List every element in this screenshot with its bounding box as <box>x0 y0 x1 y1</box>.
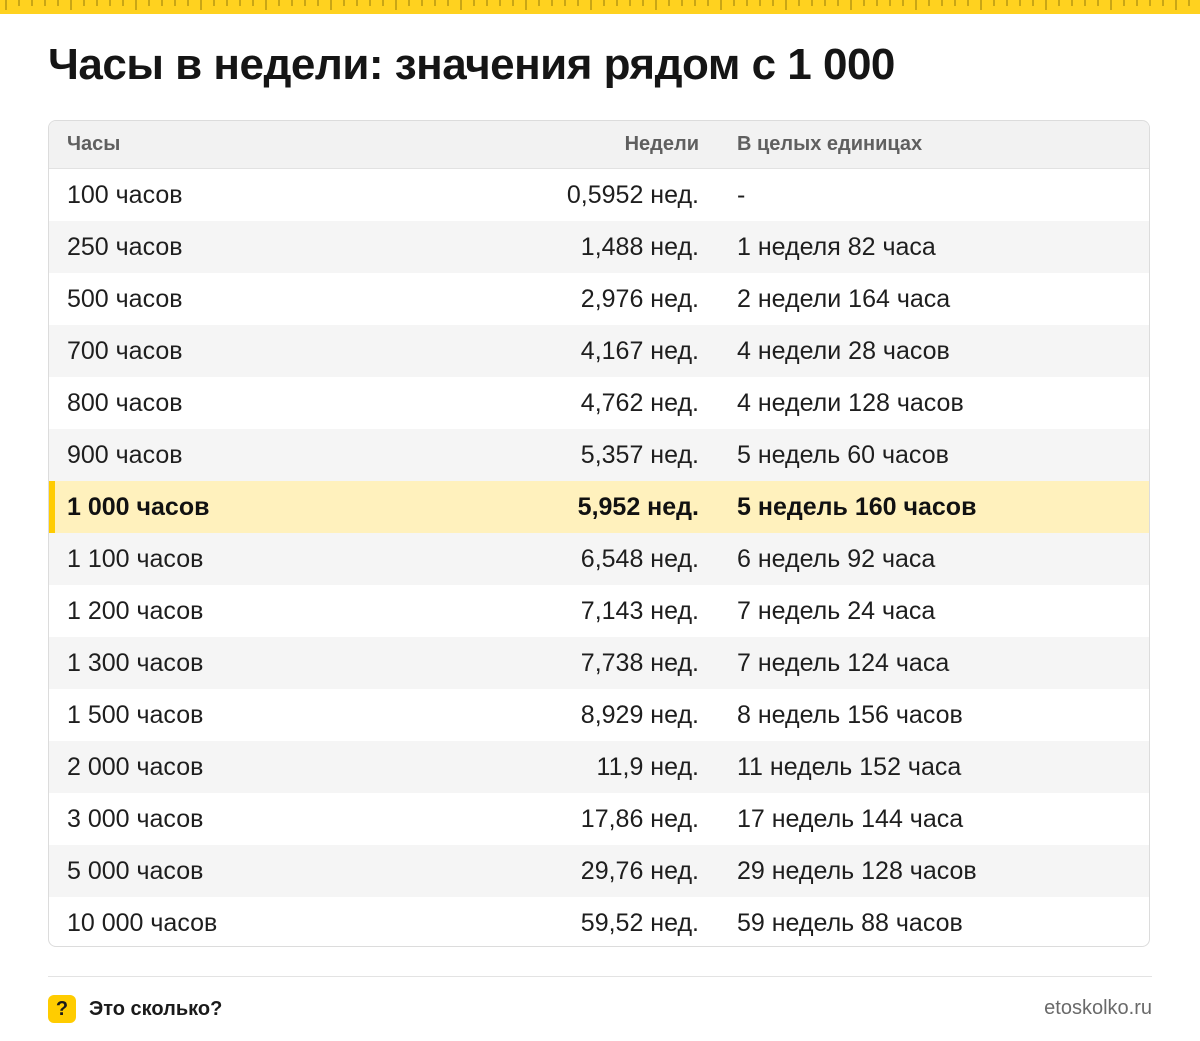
cell-hours: 3 000 часов <box>67 804 204 833</box>
cell-whole-units: 59 недель 88 часов <box>737 908 963 937</box>
cell-whole-units: 17 недель 144 часа <box>737 804 964 833</box>
question-icon: ? <box>48 995 76 1023</box>
cell-weeks: 1,488 нед. <box>580 232 699 261</box>
site-link[interactable]: etoskolko.ru <box>1044 997 1152 1019</box>
ruler-decoration <box>0 0 1200 14</box>
cell-weeks: 5,357 нед. <box>580 440 699 469</box>
cell-weeks: 29,76 нед. <box>580 856 699 885</box>
header-hours: Часы <box>67 133 121 155</box>
cell-whole-units: 2 недели 164 часа <box>737 284 951 313</box>
cell-weeks: 6,548 нед. <box>580 544 699 573</box>
cell-whole-units: 29 недель 128 часов <box>737 856 977 885</box>
page-title: Часы в недели: значения рядом с 1 000 <box>48 40 895 89</box>
footer-divider <box>48 976 1152 977</box>
cell-weeks: 2,976 нед. <box>580 284 699 313</box>
ruler-ticks <box>5 0 1190 10</box>
cell-hours: 1 300 часов <box>67 648 204 677</box>
cell-whole-units: - <box>737 180 746 209</box>
cell-weeks: 59,52 нед. <box>580 908 699 937</box>
table-row: 700 часов 4,167 нед. 4 недели 28 часов <box>49 325 1149 377</box>
cell-weeks: 17,86 нед. <box>580 804 699 833</box>
cell-whole-units: 7 недель 124 часа <box>737 648 950 677</box>
brand: ? Это сколько? <box>48 995 222 1023</box>
cell-whole-units: 7 недель 24 часа <box>737 596 936 625</box>
cell-hours: 800 часов <box>67 388 183 417</box>
cell-whole-units: 5 недель 160 часов <box>737 492 977 521</box>
cell-whole-units: 5 недель 60 часов <box>737 440 949 469</box>
cell-whole-units: 6 недель 92 часа <box>737 544 936 573</box>
cell-hours: 10 000 часов <box>67 908 218 937</box>
table-row: 1 300 часов 7,738 нед. 7 недель 124 часа <box>49 637 1149 689</box>
cell-hours: 500 часов <box>67 284 183 313</box>
table-row: 900 часов 5,357 нед. 5 недель 60 часов <box>49 429 1149 481</box>
table-row: 10 000 часов 59,52 нед. 59 недель 88 часов <box>49 897 1149 946</box>
cell-whole-units: 4 недели 128 часов <box>737 388 964 417</box>
cell-whole-units: 8 недель 156 часов <box>737 700 963 729</box>
cell-hours: 1 100 часов <box>67 544 204 573</box>
brand-name: Это сколько? <box>89 997 223 1020</box>
cell-weeks: 7,738 нед. <box>580 648 699 677</box>
cell-whole-units: 4 недели 28 часов <box>737 336 950 365</box>
cell-weeks: 5,952 нед. <box>577 492 699 521</box>
table-row: 2 000 часов 11,9 нед. 11 недель 152 часа <box>49 741 1149 793</box>
table-row: 3 000 часов 17,86 нед. 17 недель 144 часа <box>49 793 1149 845</box>
table-row: 500 часов 2,976 нед. 2 недели 164 часа <box>49 273 1149 325</box>
header-whole-units: В целых единицах <box>737 133 923 155</box>
cell-hours: 5 000 часов <box>67 856 204 885</box>
header-weeks: Недели <box>624 133 699 155</box>
cell-whole-units: 1 неделя 82 часа <box>737 232 936 261</box>
cell-weeks: 4,762 нед. <box>580 388 699 417</box>
table-row: 5 000 часов 29,76 нед. 29 недель 128 часов <box>49 845 1149 897</box>
table-row-highlighted: 1 000 часов 5,952 нед. 5 недель 160 часов <box>49 481 1149 533</box>
cell-whole-units: 11 недель 152 часа <box>737 752 962 781</box>
cell-hours: 250 часов <box>67 232 183 261</box>
cell-weeks: 0,5952 нед. <box>566 180 699 209</box>
table-header: Часы Недели В целых единицах <box>49 121 1149 169</box>
table-row: 100 часов 0,5952 нед. - <box>49 169 1149 221</box>
table-row: 250 часов 1,488 нед. 1 неделя 82 часа <box>49 221 1149 273</box>
cell-hours: 900 часов <box>67 440 183 469</box>
table-body: 100 часов 0,5952 нед. - 250 часов 1,488 нед.… <box>49 169 1149 946</box>
cell-hours: 1 500 часов <box>67 700 204 729</box>
cell-weeks: 7,143 нед. <box>580 596 699 625</box>
table-row: 1 200 часов 7,143 нед. 7 недель 24 часа <box>49 585 1149 637</box>
cell-hours: 1 000 часов <box>67 492 210 521</box>
table-row: 1 100 часов 6,548 нед. 6 недель 92 часа <box>49 533 1149 585</box>
cell-weeks: 4,167 нед. <box>580 336 699 365</box>
conversion-table: Часы Недели В целых единицах 100 часов 0,… <box>48 120 1150 947</box>
cell-hours: 1 200 часов <box>67 596 204 625</box>
cell-hours: 2 000 часов <box>67 752 204 781</box>
cell-hours: 700 часов <box>67 336 183 365</box>
table-row: 800 часов 4,762 нед. 4 недели 128 часов <box>49 377 1149 429</box>
cell-weeks: 11,9 нед. <box>596 752 699 781</box>
table-row: 1 500 часов 8,929 нед. 8 недель 156 часов <box>49 689 1149 741</box>
cell-weeks: 8,929 нед. <box>580 700 699 729</box>
cell-hours: 100 часов <box>67 180 183 209</box>
